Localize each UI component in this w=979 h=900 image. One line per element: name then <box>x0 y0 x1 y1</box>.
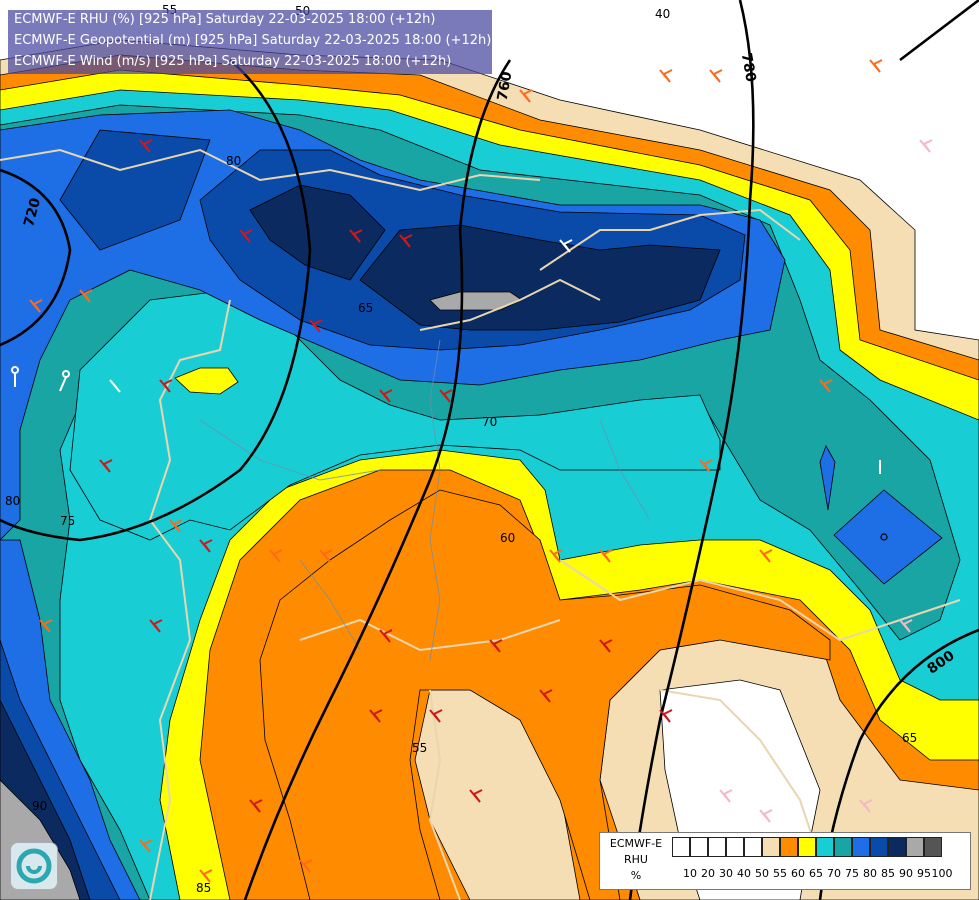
legend-swatch <box>924 837 942 857</box>
legend-swatch <box>834 837 852 857</box>
rhu-label-65-right: 65 <box>902 731 917 745</box>
legend-swatches <box>672 837 942 857</box>
legend-swatch <box>798 837 816 857</box>
legend-swatch <box>690 837 708 857</box>
legend-swatch <box>816 837 834 857</box>
legend-tick-label: 65 <box>809 867 823 880</box>
legend-swatch <box>906 837 924 857</box>
legend-tick-label: 75 <box>845 867 859 880</box>
legend-tick-label: 60 <box>791 867 805 880</box>
title-geopotential: ECMWF-E Geopotential (m) [925 hPa] Satur… <box>14 33 492 48</box>
rhu-80-right-diamond <box>833 489 943 585</box>
title-rhu: ECMWF-E RHU (%) [925 hPa] Saturday 22-03… <box>14 12 436 27</box>
legend-swatch <box>744 837 762 857</box>
legend-swatch <box>780 837 798 857</box>
legend-variable: RHU <box>624 853 648 866</box>
legend-tick-label: 80 <box>863 867 877 880</box>
rhu-80-right-spike <box>819 445 836 511</box>
rhu-label-40: 40 <box>655 7 670 21</box>
wind-barbs <box>11 59 933 883</box>
legend-tick-label: 85 <box>881 867 895 880</box>
rhu-label-55: 55 <box>412 741 427 755</box>
legend-swatch <box>726 837 744 857</box>
rhu-label-90: 90 <box>32 799 47 813</box>
rhu-label-75-left: 75 <box>60 514 75 528</box>
rhu-85-area <box>59 129 211 251</box>
legend-tick-label: 10 <box>683 867 697 880</box>
logo-icon <box>10 842 58 890</box>
legend-tick-label: 50 <box>755 867 769 880</box>
legend-swatch <box>672 837 690 857</box>
legend-swatch <box>708 837 726 857</box>
legend-swatch <box>870 837 888 857</box>
legend-swatch <box>762 837 780 857</box>
legend-swatch <box>888 837 906 857</box>
rhu-70-island <box>69 289 721 541</box>
legend-tick-label: 40 <box>737 867 751 880</box>
legend-swatch <box>852 837 870 857</box>
rhu-label-80-left: 80 <box>5 494 20 508</box>
rivers <box>199 339 651 661</box>
legend-ticks: 10 20 30 40 50 55 60 65 70 75 80 85 90 95 100 <box>672 867 972 881</box>
legend-tick-label: 55 <box>773 867 787 880</box>
title-wind: ECMWF-E Wind (m/s) [925 hPa] Saturday 22… <box>14 54 452 69</box>
legend-unit: % <box>630 869 642 882</box>
geo-label-720: 720 <box>21 196 44 229</box>
rhu-label-60: 60 <box>500 531 515 545</box>
legend-tick-label: 70 <box>827 867 841 880</box>
rhu-90-area <box>249 184 386 281</box>
rhu-label-80: 80 <box>226 154 241 168</box>
rhu-label-65-mid: 65 <box>358 301 373 315</box>
rhu-label-70: 70 <box>482 415 497 429</box>
geo-label-760: 760 <box>495 70 516 102</box>
rhu-65-blob <box>174 367 239 395</box>
title-box: ECMWF-E RHU (%) [925 hPa] Saturday 22-03… <box>8 10 492 74</box>
legend-tick-label: 20 <box>701 867 715 880</box>
geo-label-780: 780 <box>738 52 759 84</box>
color-legend: ECMWF-E RHU % 10 20 30 40 50 55 60 65 70 75 80 85 90… <box>599 832 971 890</box>
legend-tick-label: 100 <box>931 867 953 880</box>
legend-tick-label: 90 <box>899 867 913 880</box>
rhu-label-85: 85 <box>196 881 211 895</box>
legend-tick-label: 30 <box>719 867 733 880</box>
legend-tick-label: 95 <box>917 867 931 880</box>
legend-model: ECMWF-E <box>609 837 663 850</box>
